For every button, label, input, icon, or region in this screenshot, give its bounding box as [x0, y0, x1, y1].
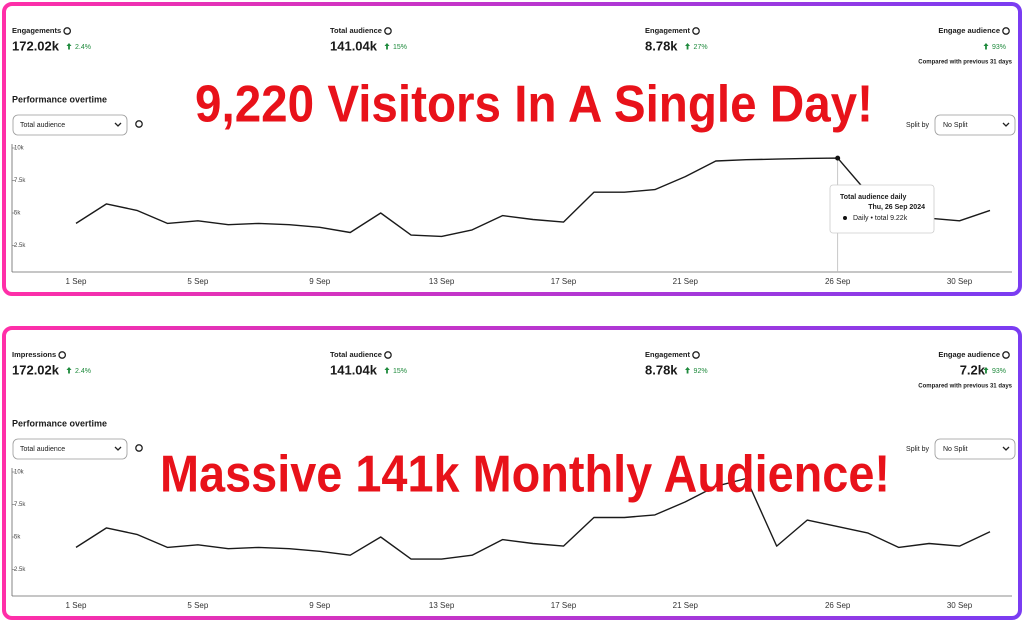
info-icon [58, 351, 67, 359]
x-tick-label: 1 Sep [66, 277, 87, 286]
tooltip-label: Daily • total 9.22k [853, 215, 908, 222]
info-icon [1002, 351, 1010, 359]
hover-point [835, 155, 841, 161]
y-tick-label: 7.5k [14, 178, 26, 184]
info-icon [384, 27, 392, 35]
chevron [114, 446, 122, 451]
stat-change: 2.4% [75, 44, 91, 51]
chevron [114, 122, 122, 127]
tooltip: Total audience daily Thu, 26 Sep 2024 Dail… [829, 184, 935, 234]
stat-value: 8.78k [645, 362, 678, 377]
info-icon [692, 27, 700, 35]
section-title: Performance overtime [12, 94, 107, 104]
stat-label: Engagement [645, 350, 691, 359]
stat-value: 8.78k [645, 38, 678, 53]
x-tick-label: 26 Sep [825, 601, 851, 610]
stat-label: Engage audience [938, 350, 1000, 359]
x-tick-label: 26 Sep [825, 277, 851, 286]
split-dropdown[interactable] [934, 114, 1016, 136]
tooltip-dot [843, 216, 847, 220]
y-tick-label: 5k [14, 535, 21, 541]
x-tick-label: 30 Sep [947, 601, 973, 610]
info-icon [384, 351, 392, 359]
stat-label: Total audience [330, 350, 382, 359]
stat-value: 7.2k [960, 362, 986, 377]
stat-value: 141.04k [330, 38, 378, 53]
dropdown-text: Total audience [20, 446, 65, 453]
data-line [75, 477, 991, 560]
split-label: Split by [906, 122, 929, 129]
x-tick-label: 9 Sep [309, 277, 330, 286]
stat-label: Impressions [12, 350, 56, 359]
y-tick-label: 10k [14, 146, 25, 152]
stat-change: 2.4% [75, 368, 91, 375]
up-arrow [983, 367, 989, 374]
headline: 9,220 Visitors In A Single Day! [195, 76, 873, 134]
x-tick-label: 5 Sep [187, 601, 208, 610]
x-tick-label: 13 Sep [429, 277, 455, 286]
metric-dropdown[interactable] [12, 438, 128, 460]
info-icon [135, 120, 143, 128]
stat-change: 93% [992, 44, 1006, 51]
tooltip-date: Thu, 26 Sep 2024 [868, 204, 925, 211]
up-arrow [685, 43, 691, 50]
stat-label: Engagements [12, 26, 61, 35]
up-arrow [384, 367, 390, 374]
panel-border [2, 326, 1022, 620]
stat-change: 15% [393, 44, 407, 51]
tooltip-box [829, 184, 935, 234]
comparison-note: Compared with previous 31 days [918, 60, 1012, 66]
up-arrow [685, 367, 691, 374]
headline: Massive 141k Monthly Audience! [160, 446, 890, 504]
stat-value: 172.02k [12, 38, 60, 53]
stat-label: Engagement [645, 26, 691, 35]
up-arrow [384, 43, 390, 50]
split-value: No Split [943, 122, 968, 129]
stat-change: 92% [694, 368, 708, 375]
tooltip-title: Total audience daily [840, 194, 906, 201]
y-tick-label: 2.5k [14, 243, 26, 249]
x-tick-label: 21 Sep [673, 277, 699, 286]
y-tick-label: 7.5k [14, 502, 26, 508]
up-arrow [983, 43, 989, 50]
stat-change: 93% [992, 368, 1006, 375]
x-tick-label: 17 Sep [551, 277, 577, 286]
panel-border [2, 2, 1022, 296]
x-tick-label: 9 Sep [309, 601, 330, 610]
x-tick-label: 21 Sep [673, 601, 699, 610]
split-label: Split by [906, 446, 929, 453]
panel: Impressions 172.02k 2.4% Total audience 141.… [2, 326, 1022, 620]
x-tick-label: 30 Sep [947, 277, 973, 286]
up-arrow [66, 43, 72, 50]
x-tick-label: 17 Sep [551, 601, 577, 610]
info-icon [1002, 27, 1010, 35]
dropdown-text: Total audience [20, 122, 65, 129]
up-arrow [66, 367, 72, 374]
x-tick-label: 5 Sep [187, 277, 208, 286]
split-value: No Split [943, 446, 968, 453]
info-icon [692, 351, 700, 359]
stat-value: 172.02k [12, 362, 60, 377]
info-icon [63, 27, 72, 35]
split-dropdown[interactable] [934, 438, 1016, 460]
info-icon [135, 444, 143, 452]
comparison-note: Compared with previous 31 days [918, 384, 1012, 390]
x-tick-label: 13 Sep [429, 601, 455, 610]
metric-dropdown[interactable] [12, 114, 128, 136]
stat-change: 27% [694, 44, 708, 51]
stat-change: 15% [393, 368, 407, 375]
chevron [1002, 446, 1010, 451]
y-tick-label: 2.5k [14, 567, 26, 573]
stat-value: 141.04k [330, 362, 378, 377]
section-title: Performance overtime [12, 418, 107, 428]
y-tick-label: 10k [14, 470, 25, 476]
panel: Engagements 172.02k 2.4% Total audience 141.… [2, 2, 1022, 296]
x-tick-label: 1 Sep [66, 601, 87, 610]
chevron [1002, 122, 1010, 127]
y-tick-label: 5k [14, 211, 21, 217]
stat-label: Total audience [330, 26, 382, 35]
stat-label: Engage audience [938, 26, 1000, 35]
